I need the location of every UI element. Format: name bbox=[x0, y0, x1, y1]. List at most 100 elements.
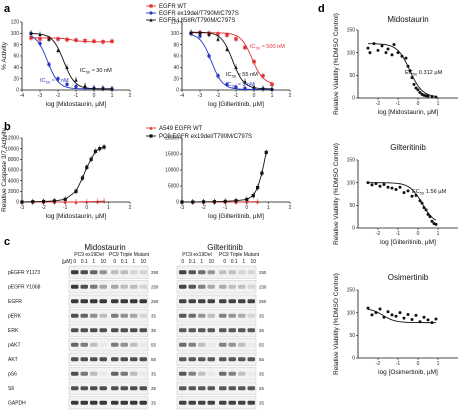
x-tick-label: -2 bbox=[201, 205, 206, 211]
blot-row-label: EGFR bbox=[8, 299, 22, 305]
y-tick-label: 40 bbox=[13, 65, 19, 71]
x-tick-label: 0 bbox=[417, 101, 420, 107]
legend-marker bbox=[149, 134, 153, 138]
blot-band bbox=[198, 400, 206, 405]
data-point bbox=[38, 41, 42, 46]
x-tick-label: -4 bbox=[180, 93, 185, 99]
blot-row-label: S6 bbox=[8, 386, 14, 392]
mw-marker: 35 bbox=[151, 401, 156, 406]
blot-band bbox=[247, 357, 255, 362]
blot-band bbox=[219, 270, 227, 275]
x-tick-label: -1 bbox=[234, 93, 239, 99]
blot-band bbox=[71, 386, 79, 391]
data-point bbox=[202, 200, 206, 204]
panel-letter-a: a bbox=[4, 3, 11, 15]
data-point bbox=[430, 95, 434, 99]
x-tick-label: -2 bbox=[216, 93, 221, 99]
y-tick-label: 60 bbox=[173, 54, 179, 60]
blot-strip bbox=[176, 396, 257, 410]
data-point bbox=[374, 311, 378, 315]
blot-band bbox=[71, 357, 79, 362]
data-point bbox=[110, 87, 114, 91]
data-point bbox=[260, 171, 264, 175]
lane-concentration: 0 bbox=[73, 259, 76, 265]
blot-band bbox=[130, 284, 138, 289]
x-tick-label: 1 bbox=[267, 205, 270, 211]
data-point bbox=[420, 201, 424, 205]
legend-label: EGFR L858R/T790M/C797S bbox=[159, 18, 235, 24]
blot-band bbox=[99, 313, 107, 318]
blot-band bbox=[71, 313, 79, 318]
blot-band bbox=[198, 270, 206, 275]
blot-band bbox=[139, 284, 147, 289]
legend-marker bbox=[149, 18, 153, 22]
data-point bbox=[212, 200, 216, 204]
ec50-annotation: EC50 0.312 µM bbox=[405, 70, 443, 77]
blot-band bbox=[90, 342, 98, 347]
mw-marker: 35 bbox=[259, 314, 264, 319]
chart-title: Midostaurin bbox=[387, 15, 428, 24]
blot-band bbox=[179, 400, 187, 405]
blot-band bbox=[188, 328, 196, 333]
y-tick-label: 40 bbox=[173, 65, 179, 71]
data-point bbox=[430, 321, 434, 325]
blot-band bbox=[198, 284, 206, 289]
series bbox=[366, 181, 438, 226]
blot-row-label: pS6 bbox=[8, 372, 17, 378]
y-tick-label: 8000 bbox=[8, 157, 19, 163]
data-point bbox=[264, 150, 268, 154]
blot-band bbox=[198, 357, 206, 362]
y-tick-label: 5000 bbox=[168, 184, 179, 190]
data-point bbox=[390, 53, 394, 57]
panel-letter-c: c bbox=[4, 236, 10, 248]
series bbox=[366, 42, 438, 99]
x-tick-label: 1 bbox=[437, 361, 440, 367]
lane-concentration: 0 bbox=[113, 259, 116, 265]
data-point bbox=[47, 37, 51, 41]
data-point bbox=[74, 78, 78, 82]
blot-band bbox=[238, 342, 246, 347]
data-point bbox=[225, 82, 229, 87]
legend-label: EGFR WT bbox=[159, 4, 187, 10]
x-axis-label: log [Midostaurin, µM] bbox=[46, 213, 107, 220]
y-axis-label: % Activity bbox=[1, 41, 8, 70]
data-point bbox=[406, 312, 410, 316]
data-point bbox=[378, 184, 382, 188]
x-tick-label: -3 bbox=[180, 205, 185, 211]
blot-band bbox=[139, 313, 147, 318]
legend-marker bbox=[149, 4, 153, 8]
blot-band bbox=[80, 284, 88, 289]
blot-band bbox=[71, 400, 79, 405]
blot-band bbox=[238, 299, 246, 304]
x-tick-label: 1 bbox=[111, 93, 114, 99]
mw-marker: 250 bbox=[259, 299, 267, 304]
blot-band bbox=[238, 400, 246, 405]
blot-band bbox=[219, 284, 227, 289]
x-tick-label: -2 bbox=[376, 101, 381, 107]
blot-band bbox=[139, 400, 147, 405]
data-point bbox=[38, 32, 42, 37]
blot-band bbox=[90, 400, 98, 405]
y-tick-label: 6000 bbox=[8, 168, 19, 174]
data-point bbox=[198, 34, 202, 38]
series bbox=[366, 306, 438, 325]
blot-row-label: AKT bbox=[8, 357, 18, 363]
blot-band bbox=[139, 270, 147, 275]
mw-marker: 250 bbox=[151, 270, 159, 275]
lane-concentration: 1 bbox=[242, 259, 245, 265]
y-tick-label: 0 bbox=[16, 200, 19, 206]
y-tick-label: 20 bbox=[173, 76, 179, 82]
blot-band bbox=[111, 328, 119, 333]
conc-label: [µM] bbox=[62, 259, 72, 265]
x-tick-label: -2 bbox=[376, 231, 381, 237]
blot-strip bbox=[68, 352, 149, 366]
mw-marker: 250 bbox=[151, 285, 159, 290]
y-tick-label: 60 bbox=[13, 54, 19, 60]
data-point bbox=[225, 33, 229, 37]
series bbox=[189, 29, 274, 92]
y-tick-label: 50 bbox=[349, 333, 355, 339]
blot-band bbox=[179, 357, 187, 362]
lane-concentration: 0.1 bbox=[231, 259, 238, 265]
data-point bbox=[382, 182, 386, 186]
